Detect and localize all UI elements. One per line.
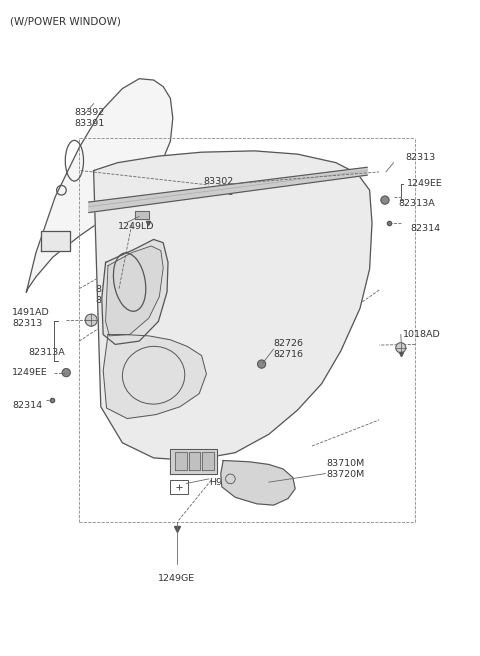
Text: 82314: 82314 — [410, 224, 441, 233]
Polygon shape — [170, 449, 217, 474]
Text: 82313: 82313 — [406, 153, 436, 162]
Text: 83302
83301: 83302 83301 — [203, 177, 234, 197]
Polygon shape — [134, 211, 149, 219]
Polygon shape — [26, 79, 173, 292]
Text: 82314: 82314 — [12, 401, 42, 410]
Text: 1249EE: 1249EE — [407, 179, 443, 188]
Polygon shape — [41, 231, 70, 251]
Polygon shape — [221, 461, 295, 505]
Circle shape — [396, 342, 406, 353]
Text: 1249EE: 1249EE — [12, 368, 48, 377]
Circle shape — [381, 196, 389, 204]
Text: 83241
83231: 83241 83231 — [95, 285, 125, 305]
Polygon shape — [102, 239, 168, 344]
Polygon shape — [103, 335, 206, 419]
Text: 1249LD: 1249LD — [118, 222, 154, 231]
Text: 82313A: 82313A — [398, 199, 435, 208]
Text: 1491AD
82313: 1491AD 82313 — [12, 308, 50, 328]
Text: 83710M
83720M: 83710M 83720M — [326, 459, 365, 479]
Polygon shape — [106, 246, 163, 336]
Polygon shape — [94, 151, 372, 461]
Polygon shape — [89, 167, 367, 213]
Text: 83392
83391: 83392 83391 — [74, 108, 105, 128]
Circle shape — [62, 369, 70, 377]
Polygon shape — [189, 452, 200, 470]
Polygon shape — [202, 452, 214, 470]
Text: (W/POWER WINDOW): (W/POWER WINDOW) — [10, 16, 120, 26]
Text: H93580: H93580 — [209, 478, 246, 487]
Text: 1018AD: 1018AD — [403, 330, 441, 339]
Text: 1249GE: 1249GE — [158, 574, 195, 583]
Text: 82313A: 82313A — [29, 348, 66, 358]
Circle shape — [258, 360, 265, 368]
Polygon shape — [175, 452, 187, 470]
Circle shape — [85, 314, 97, 326]
Text: 82726
82716: 82726 82716 — [274, 339, 303, 359]
